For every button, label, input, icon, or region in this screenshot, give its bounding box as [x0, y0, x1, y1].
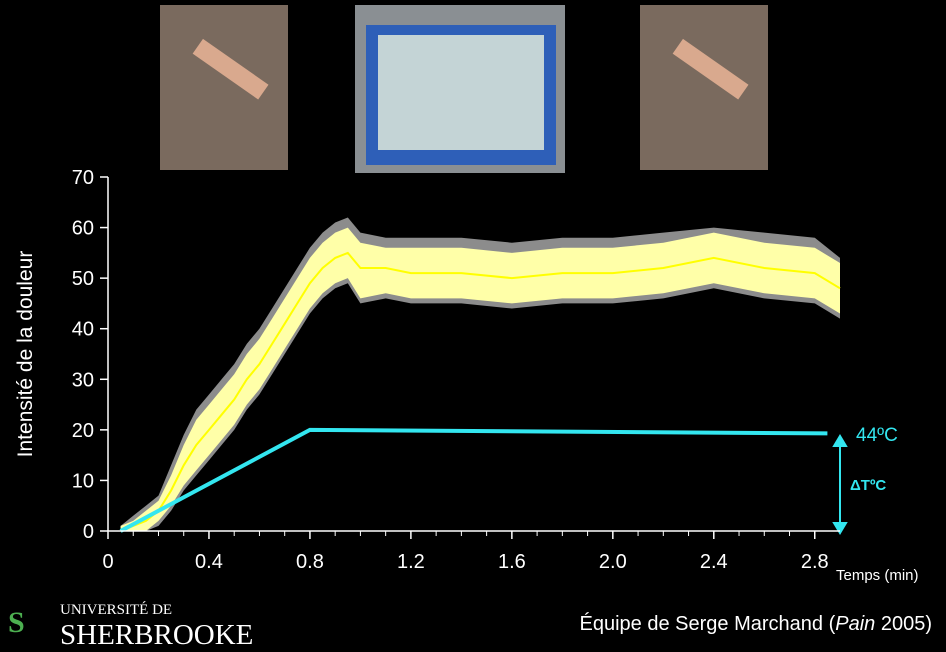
photo-arm: [192, 38, 269, 100]
y-tick-label: 10: [72, 470, 94, 492]
logo: S UNIVERSITÉ DE SHERBROOKE: [8, 601, 253, 651]
footer: Équipe de Serge Marchand (Pain 2005): [580, 612, 932, 635]
y-tick-label: 30: [72, 369, 94, 391]
y-tick-label: 50: [72, 268, 94, 290]
y-tick-label: 60: [72, 218, 94, 240]
x-tick-label: 0.4: [195, 551, 223, 573]
x-tick-label: 2.0: [599, 551, 627, 573]
y-tick-label: 40: [72, 319, 94, 341]
y-axis-label: Intensité de la douleur: [14, 251, 37, 458]
x-tick-label: 1.2: [397, 551, 425, 573]
line: [119, 427, 828, 533]
photo-arm-after: [640, 5, 768, 170]
logo-line1: UNIVERSITÉ DE: [60, 601, 172, 618]
x-tick-label: 2.4: [700, 551, 728, 573]
logo-mark: S: [8, 606, 25, 639]
footer-suffix: 2005): [875, 613, 932, 635]
x-tick-label: 0: [102, 551, 113, 573]
photo-arm-before: [160, 5, 288, 170]
footer-prefix: Équipe de Serge Marchand (: [580, 612, 836, 635]
delta-arrow: [832, 434, 848, 535]
logo-line2: SHERBROOKE: [60, 619, 253, 651]
x-tick-label: 0.8: [296, 551, 324, 573]
x-axis-label: Temps (min): [836, 567, 919, 584]
photo-arm: [672, 38, 749, 100]
x-tick-label: 2.8: [801, 551, 829, 573]
annotation-delta: ΔTºC: [850, 477, 886, 494]
annotation-temperature: 44ºC: [856, 425, 898, 446]
band: [120, 227, 841, 531]
arrow-head: [832, 522, 848, 535]
y-tick-label: 0: [83, 521, 94, 543]
y-tick-label: 20: [72, 420, 94, 442]
x-tick-label: 1.6: [498, 551, 526, 573]
photos: [160, 5, 768, 173]
footer-journal: Pain: [835, 613, 875, 635]
y-tick-label: 70: [72, 167, 94, 189]
photo-water: [378, 35, 544, 150]
line: [120, 251, 841, 532]
arrow-head: [832, 434, 848, 447]
